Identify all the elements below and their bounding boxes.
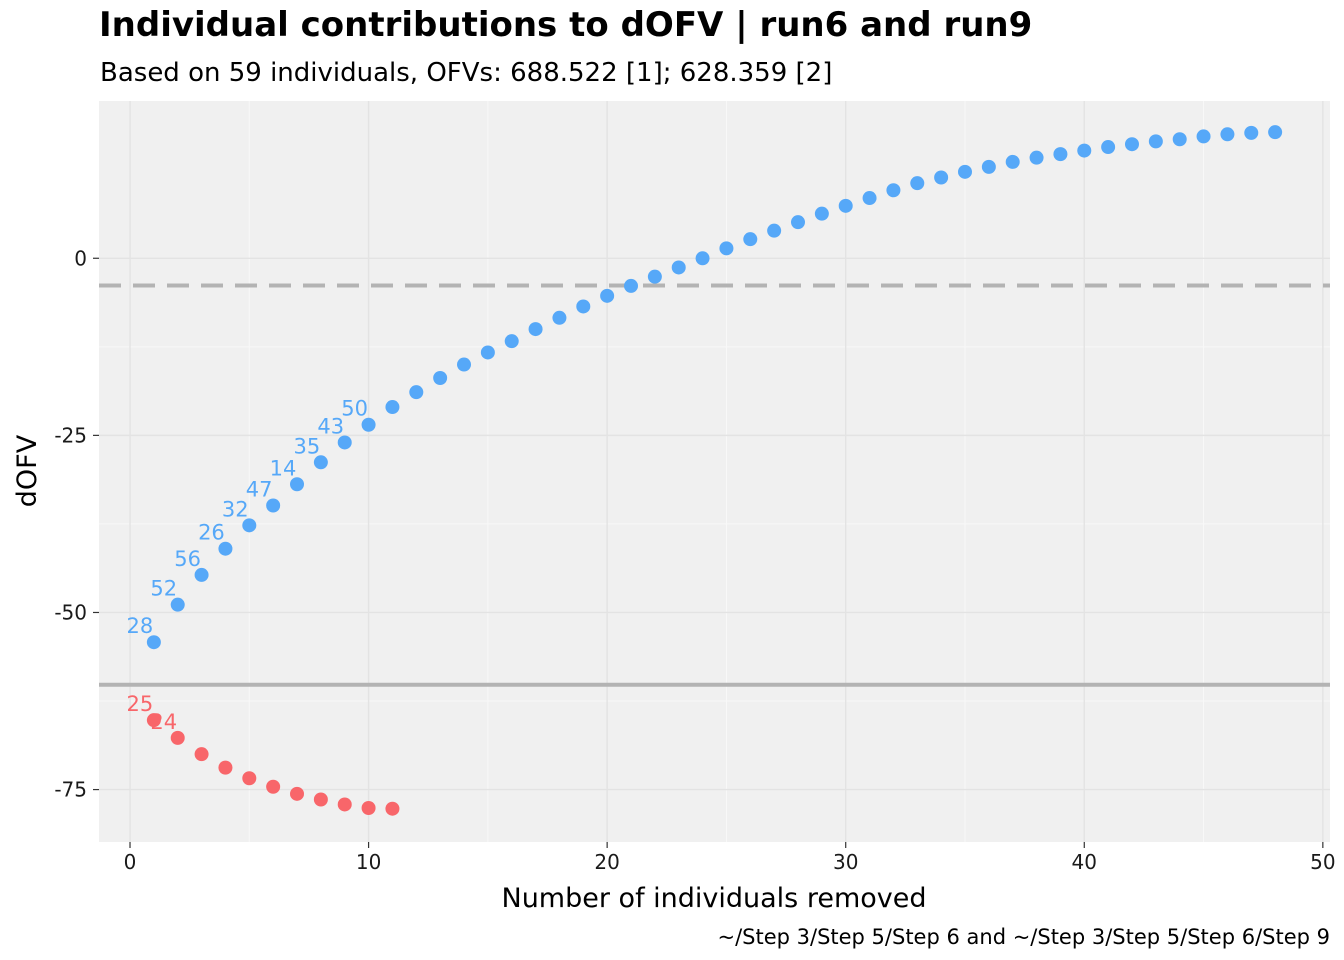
data-point-blue [1220, 127, 1235, 142]
data-point-blue [814, 206, 829, 221]
data-point-blue [743, 232, 758, 247]
data-point-red [361, 800, 376, 815]
data-point-blue [886, 183, 901, 198]
data-point-blue [1005, 154, 1020, 169]
data-point-blue [671, 260, 686, 275]
x-tick-label: 10 [356, 850, 381, 874]
data-point-blue [1124, 137, 1139, 152]
data-point-blue [146, 635, 161, 650]
data-point-red [146, 713, 161, 728]
data-point-red [337, 797, 352, 812]
data-point-blue [242, 518, 257, 533]
point-label-blue: 35 [293, 434, 320, 458]
data-point-blue [409, 385, 424, 400]
data-point-blue [934, 170, 949, 185]
axis-ticks: 0 10 20 30 40 50 0 -25 -50 -75 [54, 246, 1335, 874]
data-point-blue [385, 400, 400, 415]
chart-title: Individual contributions to dOFV | run6 … [99, 5, 1032, 45]
data-point-blue [647, 269, 662, 284]
data-point-blue [170, 597, 185, 612]
data-point-blue [290, 477, 305, 492]
data-point-blue [528, 322, 543, 337]
data-point-blue [1196, 129, 1211, 144]
point-label-blue: 50 [341, 397, 368, 421]
data-point-red [242, 771, 257, 786]
data-point-blue [695, 251, 710, 266]
data-point-blue [313, 455, 328, 470]
point-label-blue: 43 [317, 414, 344, 438]
point-label-blue: 14 [270, 456, 297, 480]
chart-caption: ~/Step 3/Step 5/Step 6 and ~/Step 3/Step… [717, 925, 1330, 949]
data-point-blue [361, 417, 376, 432]
data-point-blue [624, 278, 639, 293]
data-point-blue [1053, 147, 1068, 162]
data-point-blue [504, 334, 519, 349]
x-tick-label: 0 [124, 850, 137, 874]
data-point-blue [433, 370, 448, 385]
data-point-blue [194, 567, 209, 582]
data-point-red [170, 730, 185, 745]
data-point-blue [862, 191, 877, 206]
data-point-blue [1029, 150, 1044, 165]
data-point-red [290, 786, 305, 801]
x-tick-label: 40 [1072, 850, 1097, 874]
y-tick-label: 0 [74, 246, 87, 270]
point-label-blue: 26 [198, 521, 225, 545]
data-point-blue [1101, 140, 1116, 155]
point-label-blue: 52 [150, 577, 177, 601]
point-label-blue: 32 [222, 497, 249, 521]
chart-subtitle: Based on 59 individuals, OFVs: 688.522 [… [100, 58, 832, 88]
x-tick-label: 30 [833, 850, 858, 874]
data-point-blue [1077, 143, 1092, 158]
point-label-red: 24 [150, 710, 177, 734]
data-point-blue [790, 215, 805, 230]
point-label-blue: 56 [174, 547, 201, 571]
data-point-blue [1268, 125, 1283, 140]
data-point-red [266, 779, 281, 794]
data-point-blue [480, 345, 495, 360]
data-point-blue [767, 223, 782, 238]
data-point-blue [910, 176, 925, 191]
point-label-blue: 47 [246, 478, 273, 502]
x-tick-label: 50 [1310, 850, 1335, 874]
data-point-red [194, 747, 209, 762]
y-tick-label: -50 [54, 600, 87, 624]
x-axis-title: Number of individuals removed [502, 883, 927, 914]
y-tick-label: -25 [54, 423, 87, 447]
data-points [146, 125, 1283, 816]
data-point-blue [337, 435, 352, 450]
data-point-blue [457, 357, 472, 372]
data-point-blue [218, 541, 233, 556]
data-point-red [313, 792, 328, 807]
data-point-blue [838, 198, 853, 213]
data-point-blue [981, 159, 996, 174]
y-tick-label: -75 [54, 778, 87, 802]
data-point-blue [600, 288, 615, 303]
data-point-blue [1244, 125, 1259, 140]
data-point-blue [719, 241, 734, 256]
point-label-red: 25 [127, 692, 154, 716]
data-point-blue [1148, 134, 1163, 149]
data-point-blue [266, 498, 281, 513]
data-point-blue [957, 164, 972, 179]
point-label-blue: 28 [127, 614, 154, 638]
data-point-blue [1172, 132, 1187, 147]
reference-lines [99, 283, 1330, 687]
y-axis-title: dOFV [12, 434, 43, 507]
data-point-red [385, 801, 400, 816]
grid-lines [99, 101, 1330, 842]
data-point-red [218, 760, 233, 775]
x-tick-label: 20 [594, 850, 619, 874]
data-point-blue [552, 310, 567, 325]
plot-panel [99, 101, 1330, 842]
data-point-blue [576, 299, 591, 314]
